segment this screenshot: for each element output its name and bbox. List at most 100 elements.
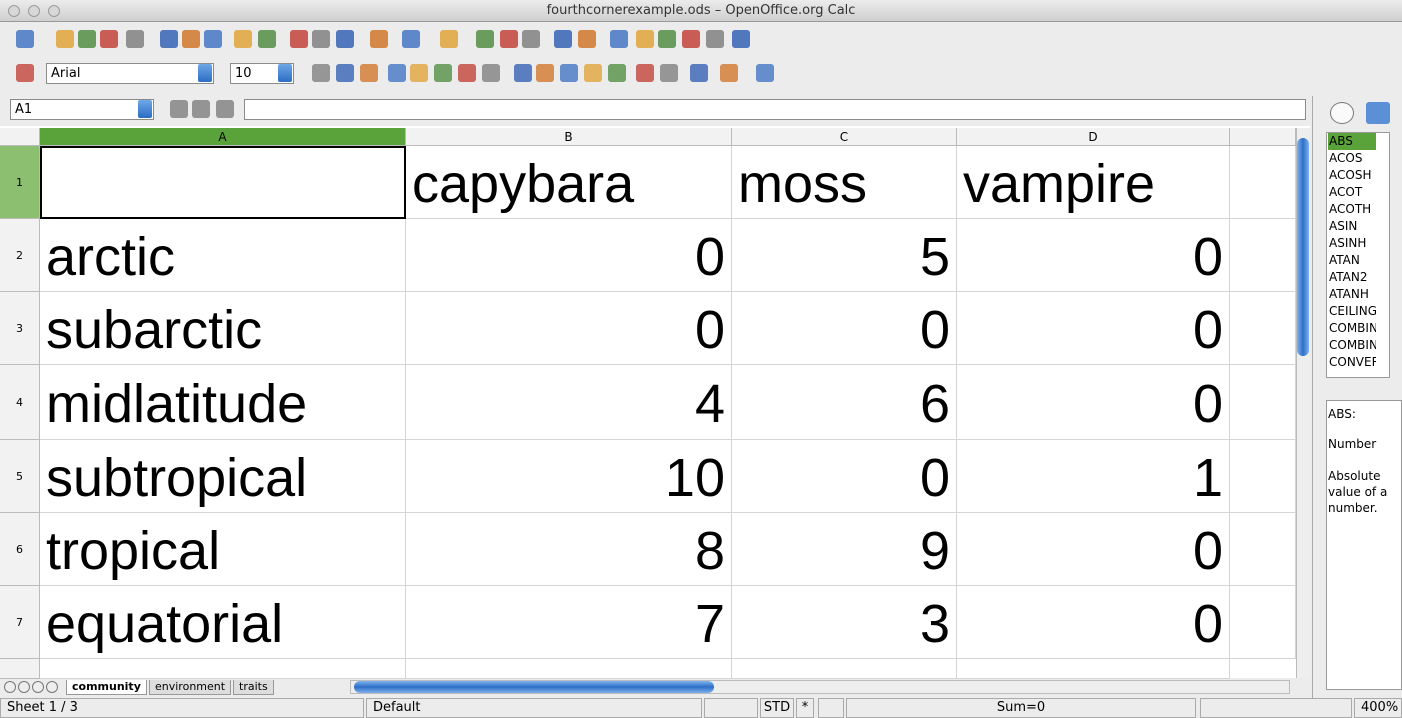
toolbar-icon[interactable] [514,64,532,82]
cell[interactable]: 5 [732,219,957,292]
cell[interactable]: subtropical [40,440,406,513]
toolbar-icon[interactable] [182,30,200,48]
row-header[interactable]: 2 [0,219,40,292]
cell[interactable]: 0 [957,586,1230,659]
zoom-button[interactable] [48,5,60,17]
toolbar-icon[interactable] [706,30,724,48]
status-zoom[interactable]: 400% [1354,698,1402,718]
cell[interactable]: 6 [732,365,957,440]
toolbar-icon[interactable] [204,30,222,48]
toolbar-icon[interactable] [370,30,388,48]
toolbar-icon[interactable] [388,64,406,82]
toolbar-icon[interactable] [732,30,750,48]
toolbar-icon[interactable] [608,64,626,82]
function-item[interactable]: ATANH [1329,287,1369,301]
column-header[interactable]: D [957,128,1230,146]
row-header[interactable]: 4 [0,365,40,440]
cell[interactable]: 0 [957,292,1230,365]
cell[interactable]: subarctic [40,292,406,365]
cell[interactable]: vampire [957,146,1230,219]
cell[interactable] [1230,146,1296,219]
toolbar-icon[interactable] [610,30,628,48]
toolbar-icon[interactable] [554,30,572,48]
column-header[interactable]: A [40,128,406,146]
toolbar-icon[interactable] [312,64,330,82]
toolbar-icon[interactable] [636,30,654,48]
function-item[interactable]: CONVERT [1329,355,1376,369]
formula-input[interactable] [244,99,1306,120]
toolbar-icon[interactable] [500,30,518,48]
toolbar-icon[interactable] [720,64,738,82]
toolbar-icon[interactable] [536,64,554,82]
cell[interactable]: midlatitude [40,365,406,440]
toolbar-icon[interactable] [100,30,118,48]
cell[interactable]: moss [732,146,957,219]
toolbar-icon[interactable] [402,30,420,48]
sheet-tab[interactable]: environment [149,680,232,695]
font-name-box[interactable]: Arial [46,63,214,84]
toolbar-icon[interactable] [690,64,708,82]
cell[interactable] [406,659,732,679]
function-item[interactable]: ATAN [1329,253,1360,267]
cell[interactable]: tropical [40,513,406,586]
function-item[interactable]: ACOS [1329,151,1363,165]
function-item[interactable]: ABS [1328,133,1376,150]
toolbar-icon[interactable] [16,64,34,82]
toolbar-icon[interactable] [636,64,654,82]
close-button[interactable] [8,5,20,17]
cell[interactable] [1230,440,1296,513]
formula-icon[interactable] [170,100,188,118]
function-item[interactable]: CEILING [1329,304,1376,318]
toolbar-icon[interactable] [234,30,252,48]
vertical-scroll-thumb[interactable] [1297,138,1309,356]
cell[interactable] [957,659,1230,679]
tab-nav-button[interactable] [4,681,16,693]
cell[interactable]: 4 [406,365,732,440]
sheet-tab[interactable]: community [66,680,147,695]
cell[interactable]: 0 [957,219,1230,292]
font-size-dropdown[interactable] [278,64,292,82]
function-item[interactable]: ATAN2 [1329,270,1368,284]
toolbar-icon[interactable] [410,64,428,82]
cell[interactable] [40,659,406,679]
zoom-slider[interactable] [1200,698,1352,718]
toolbar-icon[interactable] [482,64,500,82]
function-item[interactable]: ASIN [1329,219,1358,233]
cell[interactable]: 9 [732,513,957,586]
sheet-tab[interactable]: traits [233,680,274,695]
toolbar-icon[interactable] [434,64,452,82]
toolbar-icon[interactable] [756,64,774,82]
cell[interactable] [1230,513,1296,586]
row-header[interactable]: 5 [0,440,40,513]
toolbar-icon[interactable] [440,30,458,48]
function-item[interactable]: ACOTH [1329,202,1372,216]
cell[interactable]: 7 [406,586,732,659]
cell[interactable]: equatorial [40,586,406,659]
tab-nav-button[interactable] [18,681,30,693]
function-item[interactable]: COMBIN [1329,321,1376,335]
cell[interactable]: 3 [732,586,957,659]
function-item[interactable]: ACOT [1329,185,1363,199]
toolbar-icon[interactable] [16,30,34,48]
minimize-button[interactable] [28,5,40,17]
toolbar-icon[interactable] [336,30,354,48]
toolbar-icon[interactable] [126,30,144,48]
cell[interactable]: arctic [40,219,406,292]
toolbar-icon[interactable] [658,30,676,48]
row-header[interactable]: 6 [0,513,40,586]
toolbar-icon[interactable] [78,30,96,48]
column-header[interactable]: B [406,128,732,146]
cell[interactable]: 0 [406,219,732,292]
function-select-button[interactable] [1366,102,1390,124]
toolbar-icon[interactable] [522,30,540,48]
cell[interactable] [1230,219,1296,292]
toolbar-icon[interactable] [160,30,178,48]
tab-nav-button[interactable] [46,681,58,693]
cell[interactable]: 1 [957,440,1230,513]
function-item[interactable]: ASINH [1329,236,1367,250]
name-box-dropdown[interactable] [138,100,152,118]
toolbar-icon[interactable] [560,64,578,82]
cell[interactable]: 0 [957,365,1230,440]
function-item[interactable]: ACOSH [1329,168,1372,182]
toolbar-icon[interactable] [312,30,330,48]
